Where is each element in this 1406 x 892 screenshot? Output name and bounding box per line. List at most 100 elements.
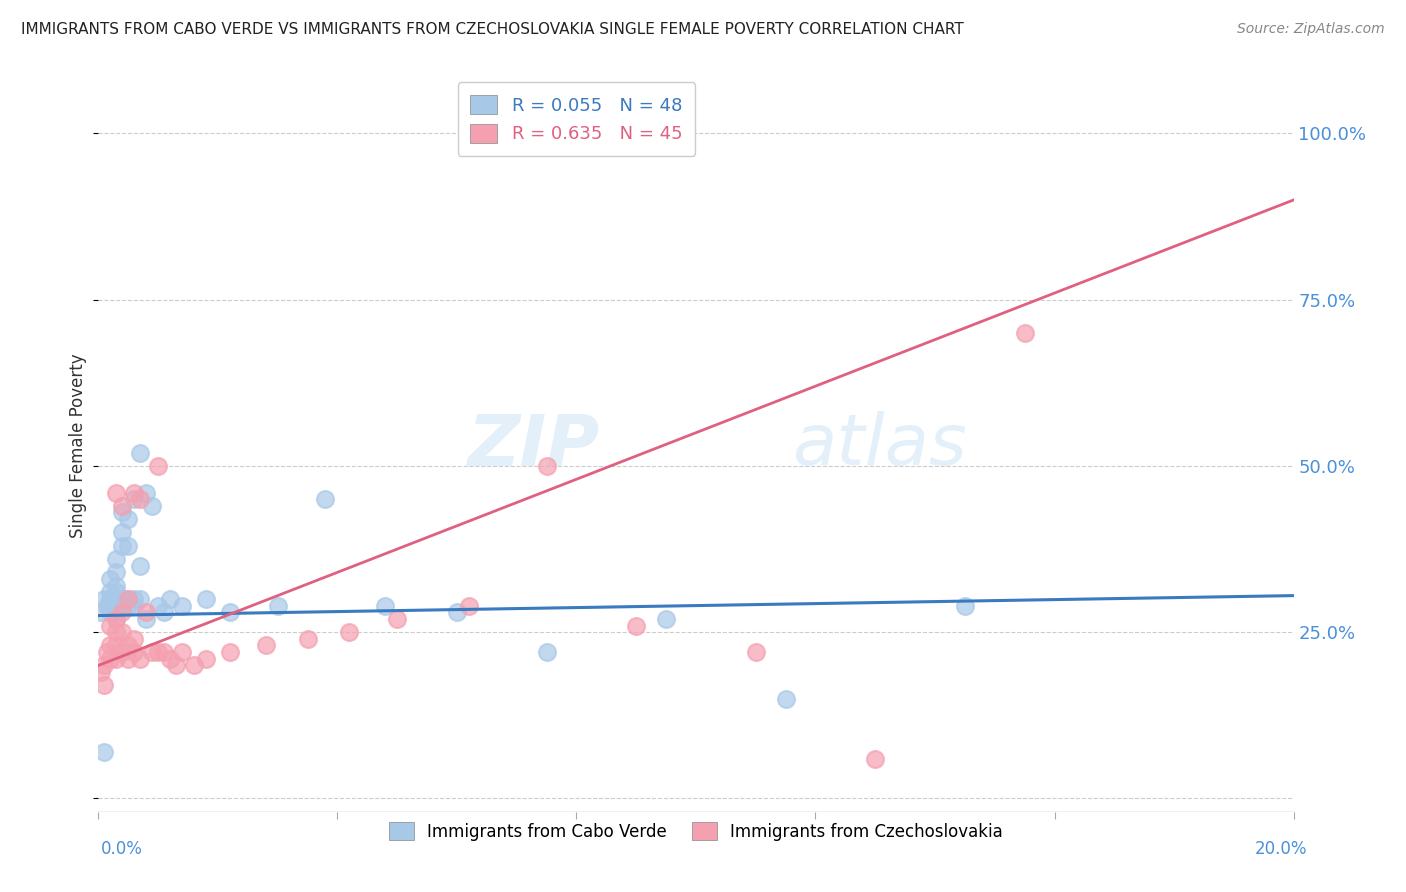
Point [124, 632, 146, 646]
Point [98, 618, 122, 632]
Point [374, 599, 396, 613]
Text: ZIP: ZIP [468, 411, 600, 481]
Point [536, 645, 558, 659]
Point [105, 612, 128, 626]
Point [172, 645, 194, 659]
Point [105, 625, 128, 640]
Point [148, 458, 170, 473]
Point [90, 665, 112, 679]
Point [775, 691, 797, 706]
Point [458, 599, 481, 613]
Point [124, 492, 146, 507]
Point [105, 485, 128, 500]
Point [111, 625, 134, 640]
Point [105, 591, 128, 606]
Point [117, 512, 139, 526]
Point [117, 539, 139, 553]
Point [129, 652, 152, 666]
Point [96, 599, 118, 613]
Point [135, 485, 157, 500]
Point [446, 605, 468, 619]
Point [129, 492, 152, 507]
Point [117, 591, 139, 606]
Point [315, 492, 337, 507]
Point [172, 599, 194, 613]
Point [195, 591, 218, 606]
Point [124, 645, 146, 659]
Point [953, 599, 976, 613]
Point [105, 579, 128, 593]
Point [195, 652, 218, 666]
Legend: Immigrants from Cabo Verde, Immigrants from Czechoslovakia: Immigrants from Cabo Verde, Immigrants f… [382, 815, 1010, 847]
Point [745, 645, 768, 659]
Point [124, 599, 146, 613]
Point [135, 612, 157, 626]
Point [103, 605, 125, 619]
Point [111, 506, 134, 520]
Point [93, 591, 115, 606]
Text: Source: ZipAtlas.com: Source: ZipAtlas.com [1237, 22, 1385, 37]
Point [90, 605, 112, 619]
Point [98, 572, 122, 586]
Point [111, 525, 134, 540]
Text: 20.0%: 20.0% [1256, 840, 1308, 858]
Point [626, 618, 648, 632]
Point [297, 632, 319, 646]
Point [165, 658, 187, 673]
Point [135, 605, 157, 619]
Point [111, 599, 134, 613]
Point [98, 652, 122, 666]
Point [117, 652, 139, 666]
Text: 0.0%: 0.0% [101, 840, 143, 858]
Point [93, 678, 115, 692]
Point [96, 645, 118, 659]
Point [124, 591, 146, 606]
Point [385, 612, 409, 626]
Point [141, 499, 163, 513]
Point [124, 485, 146, 500]
Point [98, 605, 122, 619]
Point [267, 599, 290, 613]
Point [148, 599, 170, 613]
Point [105, 566, 128, 580]
Point [111, 645, 134, 659]
Point [117, 639, 139, 653]
Text: atlas: atlas [792, 411, 966, 481]
Point [159, 652, 181, 666]
Point [105, 599, 128, 613]
Point [98, 585, 122, 599]
Point [105, 552, 128, 566]
Point [153, 605, 176, 619]
Point [183, 658, 205, 673]
Point [98, 639, 122, 653]
Point [105, 585, 128, 599]
Text: IMMIGRANTS FROM CABO VERDE VS IMMIGRANTS FROM CZECHOSLOVAKIA SINGLE FEMALE POVER: IMMIGRANTS FROM CABO VERDE VS IMMIGRANTS… [21, 22, 965, 37]
Point [129, 558, 152, 573]
Point [655, 612, 678, 626]
Point [536, 458, 558, 473]
Point [148, 645, 170, 659]
Point [98, 591, 122, 606]
Point [865, 751, 887, 765]
Point [93, 745, 115, 759]
Point [1014, 326, 1036, 340]
Point [93, 658, 115, 673]
Point [254, 639, 277, 653]
Point [105, 639, 128, 653]
Point [111, 539, 134, 553]
Point [219, 605, 242, 619]
Y-axis label: Single Female Poverty: Single Female Poverty [69, 354, 87, 538]
Point [111, 499, 134, 513]
Point [105, 612, 128, 626]
Point [219, 645, 242, 659]
Point [117, 599, 139, 613]
Point [111, 605, 134, 619]
Point [129, 445, 152, 459]
Point [159, 591, 181, 606]
Point [111, 591, 134, 606]
Point [153, 645, 176, 659]
Point [129, 591, 152, 606]
Point [105, 652, 128, 666]
Point [117, 591, 139, 606]
Point [141, 645, 163, 659]
